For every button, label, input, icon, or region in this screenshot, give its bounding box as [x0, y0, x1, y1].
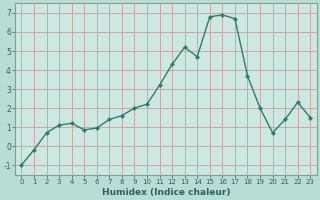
X-axis label: Humidex (Indice chaleur): Humidex (Indice chaleur) [101, 188, 230, 197]
